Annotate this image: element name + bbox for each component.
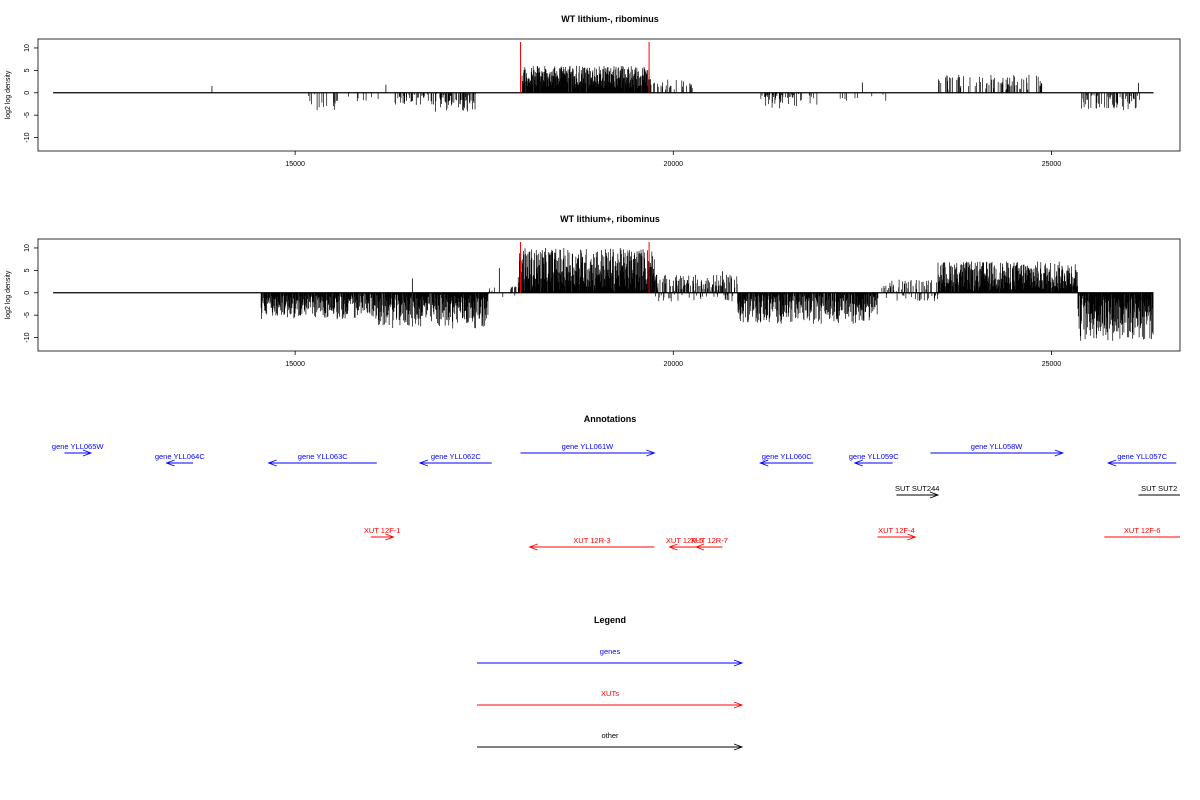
annotation-feature: gene YLL062C — [418, 452, 492, 467]
legend-label: genes — [600, 647, 621, 656]
panel-lithium-plus: WT lithium+, ribominus log2 log density … — [5, 214, 1181, 368]
arrowhead — [668, 543, 678, 551]
panel-lithium-minus: WT lithium-, ribominus log2 log density … — [5, 14, 1181, 168]
y-tick-label: 10 — [24, 244, 31, 252]
arrowhead — [1054, 449, 1065, 457]
legend-items: genes XUTs other — [477, 647, 744, 751]
panel-2-title: WT lithium+, ribominus — [560, 214, 660, 224]
annotation-feature: gene YLL065W — [52, 442, 104, 457]
legend-title: Legend — [594, 615, 626, 625]
legend-item-other: other — [477, 731, 744, 751]
arrowhead — [907, 533, 917, 541]
panel-1-markers — [520, 42, 650, 93]
y-tick-label: -10 — [24, 332, 31, 342]
panel-2-markers — [520, 242, 650, 293]
arrowhead — [758, 459, 769, 467]
feature-label: XUT 12R-3 — [573, 536, 610, 545]
feature-label: gene YLL057C — [1117, 452, 1167, 461]
arrowhead — [646, 449, 656, 457]
annotation-feature: gene YLL064C — [155, 452, 205, 467]
feature-label: XUT 12R-5 — [666, 536, 703, 545]
arrowhead — [694, 543, 705, 551]
legend: Legend genes XUTs other — [477, 615, 744, 751]
annotation-feature: gene YLL063C — [267, 452, 377, 467]
annotation-feature: gene YLL057C — [1106, 452, 1177, 467]
panel-2-ylabel: log2 log density — [5, 270, 12, 319]
feature-label: gene YLL058W — [971, 442, 1023, 451]
feature-label: SUT SUT2 — [1141, 484, 1177, 493]
panel-1-bars — [211, 65, 1141, 112]
annotation-feature: XUT 12R-3 — [528, 536, 655, 551]
x-tick-label: 20000 — [664, 361, 684, 368]
legend-label: other — [601, 731, 619, 740]
arrowhead — [929, 491, 940, 499]
feature-label: SUT SUT244 — [895, 484, 939, 493]
feature-label: gene YLL062C — [431, 452, 481, 461]
y-tick-label: -10 — [24, 132, 31, 142]
feature-label: XUT 12F-6 — [1124, 526, 1161, 535]
feature-label: XUT 12F-4 — [878, 526, 915, 535]
annotation-feature: gene YLL061W — [520, 442, 656, 457]
y-tick-label: -5 — [24, 112, 31, 118]
feature-label: gene YLL061W — [562, 442, 614, 451]
arrowhead — [528, 543, 538, 551]
arrowhead — [418, 459, 429, 467]
arrowhead — [1106, 459, 1117, 467]
panel-1-frame — [37, 38, 1181, 152]
y-tick-label: 0 — [24, 291, 31, 295]
annotation-feature: XUT 12F-4 — [877, 526, 917, 541]
annotation-feature: gene YLL058W — [930, 442, 1065, 457]
x-tick-label: 20000 — [664, 161, 684, 168]
legend-label: XUTs — [601, 689, 619, 698]
panel-1-x-axis: 15000 20000 25000 — [285, 151, 1061, 168]
feature-label: XUT 12F-1 — [364, 526, 401, 535]
annotation-feature: SUT SUT2 — [1138, 484, 1180, 496]
arrowhead — [733, 659, 744, 667]
x-tick-label: 25000 — [1042, 161, 1062, 168]
panel-1-y-axis: -10 -5 0 5 10 — [24, 44, 38, 143]
legend-item-genes: genes — [477, 647, 744, 667]
annotation-feature: XUT 12F-1 — [364, 526, 401, 541]
arrowhead — [165, 459, 175, 467]
panel-1-title: WT lithium-, ribominus — [561, 14, 659, 24]
x-tick-label: 15000 — [285, 161, 305, 168]
annotation-feature: gene YLL060C — [758, 452, 814, 467]
arrowhead — [82, 449, 93, 457]
panel-2-x-axis: 15000 20000 25000 — [285, 351, 1061, 368]
annotation-feature: XUT 12R-7 — [691, 536, 728, 551]
annotations-title: Annotations — [584, 414, 637, 424]
panel-1-ylabel: log2 log density — [5, 70, 12, 119]
y-tick-label: 10 — [24, 44, 31, 52]
legend-item-xuts: XUTs — [477, 689, 744, 709]
feature-label: gene YLL063C — [298, 452, 348, 461]
y-tick-label: 5 — [24, 68, 31, 72]
feature-label: gene YLL065W — [52, 442, 104, 451]
arrowhead — [267, 459, 277, 467]
annotation-feature: gene YLL059C — [849, 452, 899, 467]
feature-label: XUT 12R-7 — [691, 536, 728, 545]
annotation-feature: SUT SUT244 — [895, 484, 940, 499]
panel-2-bars — [260, 247, 1154, 341]
y-tick-label: 5 — [24, 268, 31, 272]
panel-2-y-axis: -10 -5 0 5 10 — [24, 244, 38, 343]
x-tick-label: 25000 — [1042, 361, 1062, 368]
y-tick-label: -5 — [24, 312, 31, 318]
feature-label: gene YLL064C — [155, 452, 205, 461]
feature-label: gene YLL060C — [762, 452, 812, 461]
feature-label: gene YLL059C — [849, 452, 899, 461]
arrowhead — [853, 459, 863, 467]
annotation-feature: XUT 12F-6 — [1104, 526, 1180, 538]
y-tick-label: 0 — [24, 91, 31, 95]
annotation-features: gene YLL065W gene YLL064C gene YLL063C gene… — [52, 442, 1180, 551]
panel-2-frame — [37, 238, 1181, 352]
arrowhead — [385, 533, 395, 541]
x-tick-label: 15000 — [285, 361, 305, 368]
arrowhead — [733, 743, 744, 751]
arrowhead — [733, 701, 744, 709]
